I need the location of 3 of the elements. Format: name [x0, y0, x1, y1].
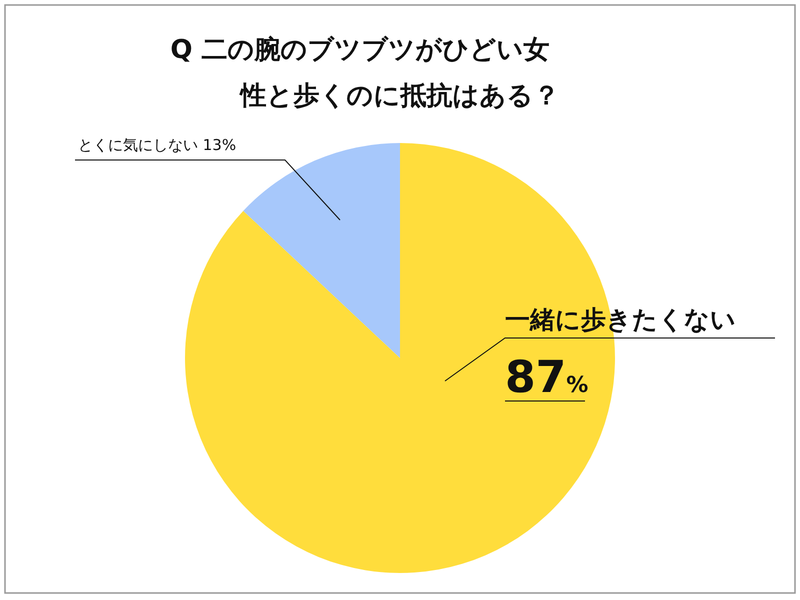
slice-label: とくに気にしない 13% [78, 136, 236, 154]
data-label: 87% [505, 352, 588, 403]
title: Q 二の腕のブツブツがひどい女性と歩くのに抵抗はある？ [170, 35, 560, 111]
